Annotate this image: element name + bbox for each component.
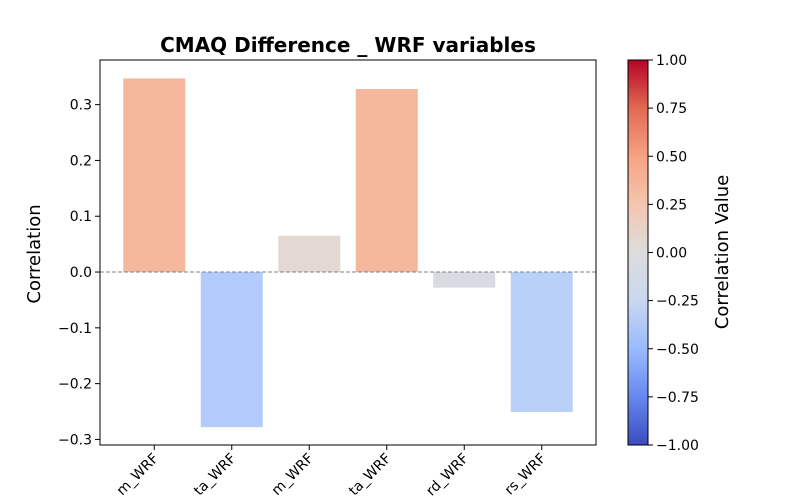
bars-layer	[123, 78, 573, 428]
colorbar-tick-label: 0.00	[656, 246, 687, 262]
y-tick-label: 0.3	[70, 98, 92, 114]
bar	[278, 235, 341, 273]
colorbar-tick-label: −0.25	[656, 294, 699, 310]
y-tick-label: −0.3	[58, 432, 92, 448]
colorbar-tick-label: 1.00	[656, 53, 687, 69]
x-tick-label: rd_WRF	[423, 451, 472, 500]
x-tick-label: ta_WRF	[346, 451, 395, 500]
colorbar	[627, 59, 649, 446]
x-axis-ticks: m_WRF ta_WRF m_WRF ta_WRF rd_WRF rs_WRF	[114, 445, 550, 499]
bar	[355, 89, 418, 273]
colorbar-label: Correlation Value	[712, 175, 733, 329]
colorbar-tick-label: 0.75	[656, 101, 687, 117]
bar	[433, 272, 496, 288]
colorbar-ticks: 1.00 0.75 0.50 0.25 0.00 −0.25 −0.50 −0.75 −1.00	[648, 53, 699, 454]
y-tick-label: −0.1	[58, 321, 92, 337]
y-axis-ticks: −0.3 −0.2 −0.1 0.0 0.1 0.2 0.3	[58, 98, 100, 448]
y-axis-label: Correlation	[24, 204, 45, 303]
chart-title: CMAQ Difference _ WRF variables	[160, 33, 536, 57]
x-tick-label: m_WRF	[269, 451, 317, 499]
y-tick-label: 0.2	[70, 153, 92, 169]
bar	[510, 272, 573, 413]
y-tick-label: 0.0	[70, 265, 92, 281]
y-tick-label: −0.2	[58, 377, 92, 393]
plot-frame	[99, 59, 597, 446]
colorbar-tick-label: 0.25	[656, 197, 687, 213]
colorbar-tick-label: −0.75	[656, 390, 699, 406]
x-tick-label: ta_WRF	[191, 451, 240, 500]
colorbar-tick-label: −0.50	[656, 342, 699, 358]
y-tick-label: 0.1	[70, 209, 92, 225]
bar	[200, 272, 263, 428]
bar	[123, 78, 186, 273]
x-tick-label: rs_WRF	[502, 451, 550, 499]
x-tick-label: m_WRF	[114, 451, 162, 499]
colorbar-tick-label: −1.00	[656, 438, 699, 454]
colorbar-tick-label: 0.50	[656, 149, 687, 165]
